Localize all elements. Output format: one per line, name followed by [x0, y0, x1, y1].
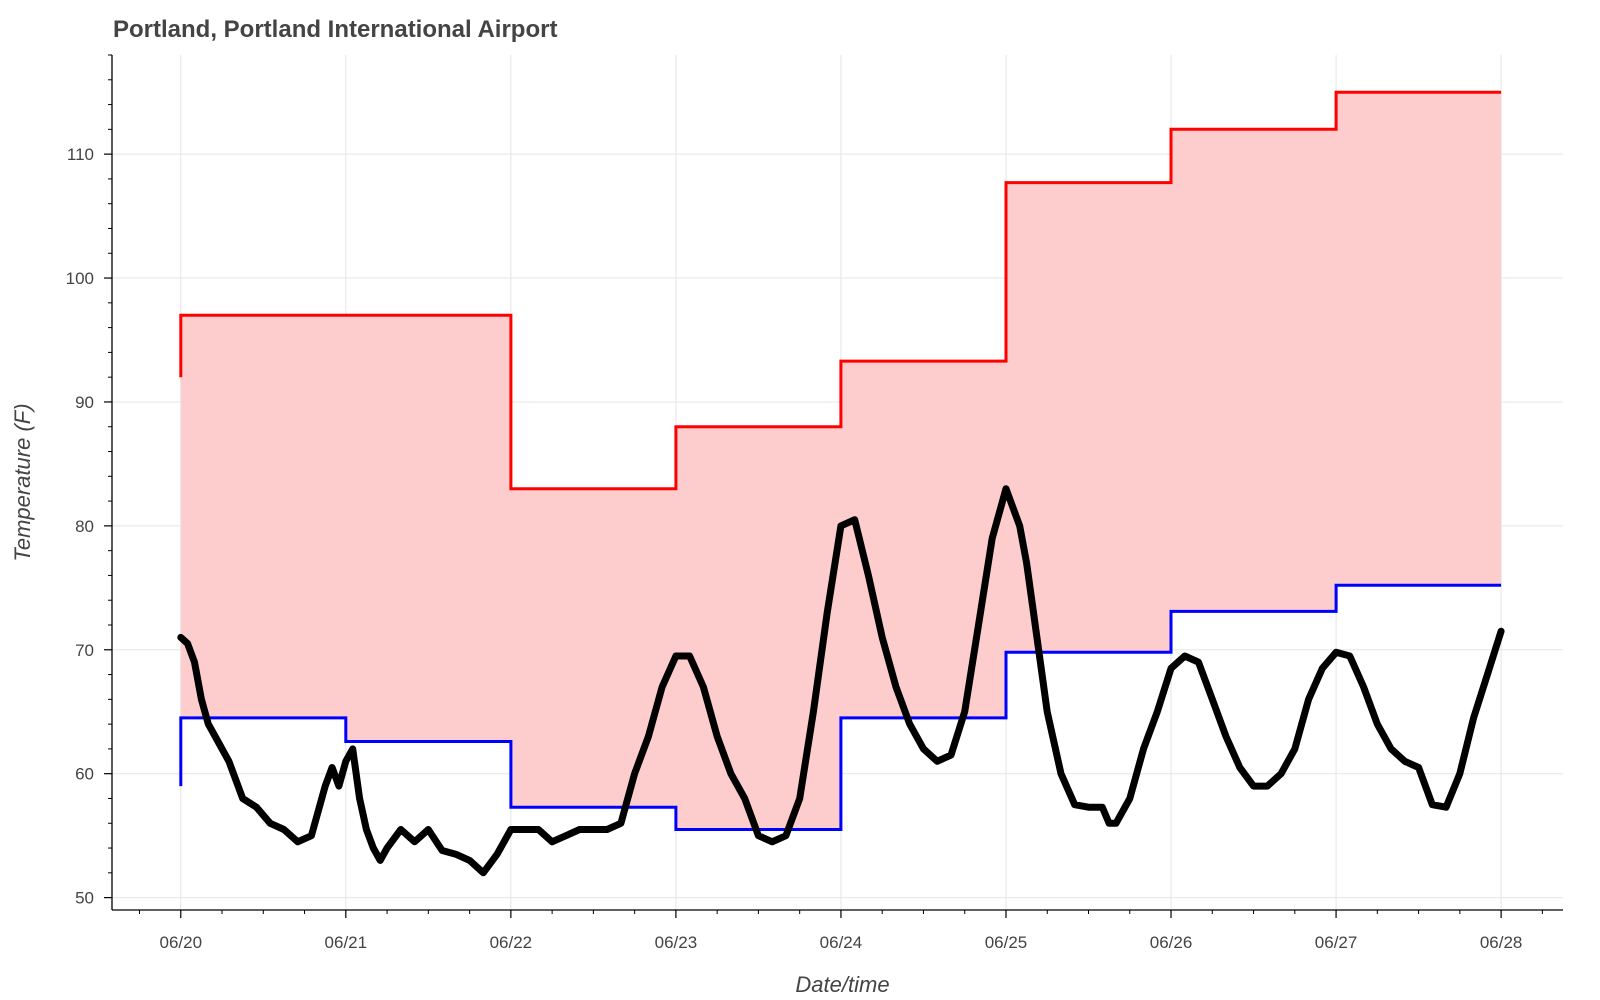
y-tick-label: 70 [75, 641, 94, 660]
y-axis-label: Temperature (F) [10, 403, 35, 561]
record-low-line [179, 583, 1502, 831]
y-tick-label: 100 [66, 269, 94, 288]
chart-title: Portland, Portland International Airport [113, 16, 558, 43]
x-tick-label: 06/21 [325, 933, 368, 952]
y-tick-label: 50 [75, 889, 94, 908]
tick-layer: 06/20 06/21 06/22 06/23 06/24 06/25 06/26 06/27… [66, 54, 1543, 952]
y-tick-label: 110 [67, 145, 94, 164]
axis-layer [111, 55, 1563, 911]
observed-temperature-line [177, 485, 1505, 877]
y-tick-label: 60 [75, 765, 94, 784]
x-tick-label: 06/20 [159, 933, 202, 952]
x-axis-label: Date/time [795, 972, 889, 997]
y-tick-label: 90 [75, 393, 94, 412]
record-high-line [179, 90, 1502, 491]
x-tick-label: 06/26 [1150, 933, 1193, 952]
x-tick-label: 06/23 [655, 933, 698, 952]
x-tick-label: 06/22 [490, 933, 533, 952]
x-tick-label: 06/28 [1480, 933, 1523, 952]
series-layer [177, 90, 1505, 877]
x-tick-label: 06/27 [1315, 933, 1358, 952]
x-tick-label: 06/25 [985, 933, 1028, 952]
y-tick-label: 80 [75, 517, 94, 536]
x-tick-label: 06/24 [820, 933, 863, 952]
